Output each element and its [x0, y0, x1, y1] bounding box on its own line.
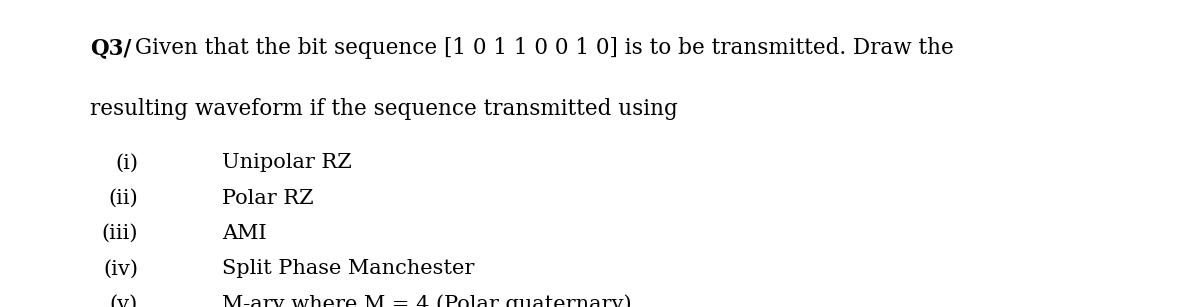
Text: Unipolar RZ: Unipolar RZ: [222, 154, 352, 173]
Text: (i): (i): [115, 154, 138, 173]
Text: Polar RZ: Polar RZ: [222, 189, 313, 208]
Text: (v): (v): [109, 295, 138, 307]
Text: Split Phase Manchester: Split Phase Manchester: [222, 259, 474, 278]
Text: (iv): (iv): [103, 259, 138, 278]
Text: Q3/: Q3/: [90, 37, 131, 59]
Text: AMI: AMI: [222, 224, 266, 243]
Text: M-ary where M = 4 (Polar quaternary): M-ary where M = 4 (Polar quaternary): [222, 295, 631, 307]
Text: (iii): (iii): [102, 224, 138, 243]
Text: (ii): (ii): [108, 189, 138, 208]
Text: resulting waveform if the sequence transmitted using: resulting waveform if the sequence trans…: [90, 98, 678, 120]
Text: Given that the bit sequence [1 0 1 1 0 0 1 0] is to be transmitted. Draw the: Given that the bit sequence [1 0 1 1 0 0…: [128, 37, 954, 59]
